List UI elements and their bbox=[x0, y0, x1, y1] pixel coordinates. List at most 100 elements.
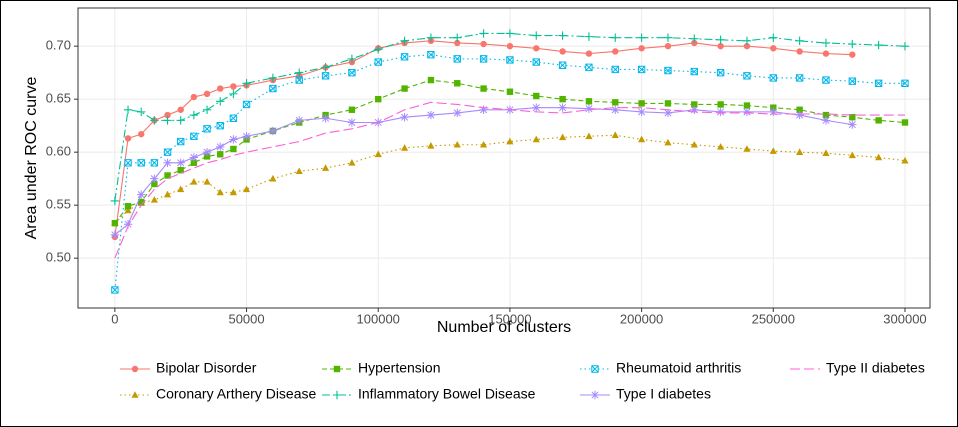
marker bbox=[532, 31, 541, 40]
legend-label: Bipolar Disorder bbox=[156, 360, 257, 376]
marker bbox=[137, 107, 146, 117]
marker bbox=[124, 206, 132, 214]
marker bbox=[795, 74, 804, 82]
marker bbox=[229, 188, 237, 196]
marker bbox=[716, 35, 725, 45]
marker bbox=[479, 29, 488, 38]
marker bbox=[795, 110, 804, 120]
marker bbox=[480, 85, 487, 92]
marker bbox=[795, 36, 804, 46]
marker bbox=[268, 126, 278, 136]
marker bbox=[216, 188, 224, 196]
marker bbox=[110, 230, 120, 240]
marker bbox=[123, 220, 133, 229]
marker bbox=[137, 159, 145, 167]
marker bbox=[743, 145, 751, 152]
panel-border bbox=[77, 7, 931, 309]
marker bbox=[150, 174, 159, 183]
y-tick-label: 0.65 bbox=[46, 91, 71, 106]
marker bbox=[163, 190, 172, 198]
marker bbox=[717, 101, 724, 108]
marker bbox=[479, 55, 488, 63]
legend-label: Inflammatory Bowel Disease bbox=[358, 386, 536, 402]
marker bbox=[176, 158, 185, 167]
marker bbox=[821, 38, 831, 48]
marker bbox=[796, 148, 804, 155]
marker bbox=[849, 51, 856, 58]
marker bbox=[150, 196, 158, 203]
marker bbox=[849, 113, 856, 121]
marker bbox=[874, 79, 883, 87]
grid bbox=[78, 8, 930, 308]
marker bbox=[664, 138, 672, 146]
legend-label: Hypertension bbox=[358, 360, 441, 376]
marker bbox=[875, 117, 882, 124]
legend-label: Type I diabetes bbox=[616, 386, 711, 402]
marker bbox=[558, 103, 567, 112]
marker bbox=[638, 100, 645, 107]
marker bbox=[177, 166, 184, 174]
marker bbox=[374, 45, 383, 54]
marker bbox=[796, 106, 803, 113]
marker bbox=[348, 68, 356, 77]
legend-key-marker bbox=[333, 365, 341, 373]
marker bbox=[375, 95, 382, 103]
marker bbox=[901, 119, 909, 126]
marker bbox=[427, 50, 435, 59]
legend-key-marker bbox=[590, 390, 600, 400]
marker bbox=[216, 97, 225, 106]
marker bbox=[321, 164, 330, 171]
marker bbox=[716, 68, 725, 77]
marker bbox=[190, 178, 198, 185]
marker bbox=[637, 65, 646, 74]
marker bbox=[190, 159, 198, 166]
marker bbox=[612, 99, 619, 106]
legend-label: Coronary Arthery Disease bbox=[156, 386, 317, 402]
x-tick-label: 200000 bbox=[620, 311, 663, 326]
marker bbox=[217, 151, 224, 158]
marker bbox=[295, 116, 304, 125]
y-tick-label: 0.60 bbox=[46, 144, 71, 159]
marker bbox=[453, 108, 462, 118]
marker bbox=[110, 196, 120, 206]
marker bbox=[611, 65, 619, 74]
lines bbox=[110, 29, 910, 294]
marker bbox=[163, 148, 172, 156]
marker bbox=[177, 137, 185, 146]
marker bbox=[242, 79, 251, 88]
marker bbox=[164, 111, 171, 119]
x-tick-label: 150000 bbox=[488, 311, 531, 326]
marker bbox=[321, 114, 330, 123]
series-line bbox=[114, 32, 906, 202]
marker bbox=[585, 63, 593, 72]
marker bbox=[229, 114, 238, 122]
marker bbox=[426, 33, 436, 42]
marker bbox=[164, 172, 171, 179]
axes: 0.50 0.55 0.60 0.65 0.70 0 50000 100000 150000 20… bbox=[46, 38, 927, 327]
marker bbox=[400, 36, 409, 46]
marker bbox=[177, 185, 185, 193]
marker bbox=[506, 88, 514, 95]
series-line bbox=[114, 101, 905, 259]
marker bbox=[202, 105, 212, 114]
marker bbox=[559, 48, 566, 55]
marker bbox=[690, 140, 698, 148]
marker bbox=[691, 101, 698, 108]
marker bbox=[138, 198, 145, 206]
x-axis-title: Number of clusters bbox=[437, 319, 571, 336]
legend-key-marker bbox=[131, 365, 139, 373]
marker bbox=[454, 80, 461, 87]
marker bbox=[348, 106, 356, 113]
marker bbox=[505, 29, 515, 38]
marker bbox=[848, 39, 857, 49]
x-tick-label: 100000 bbox=[357, 311, 400, 326]
marker bbox=[874, 40, 883, 50]
legend-label: Rheumatoid arthritis bbox=[616, 360, 741, 376]
legend-key-marker bbox=[131, 391, 139, 398]
marker bbox=[901, 156, 909, 164]
marker bbox=[743, 72, 751, 80]
marker bbox=[559, 95, 566, 103]
marker bbox=[770, 104, 777, 111]
marker bbox=[769, 33, 778, 42]
x-tick-label: 50000 bbox=[228, 311, 264, 326]
